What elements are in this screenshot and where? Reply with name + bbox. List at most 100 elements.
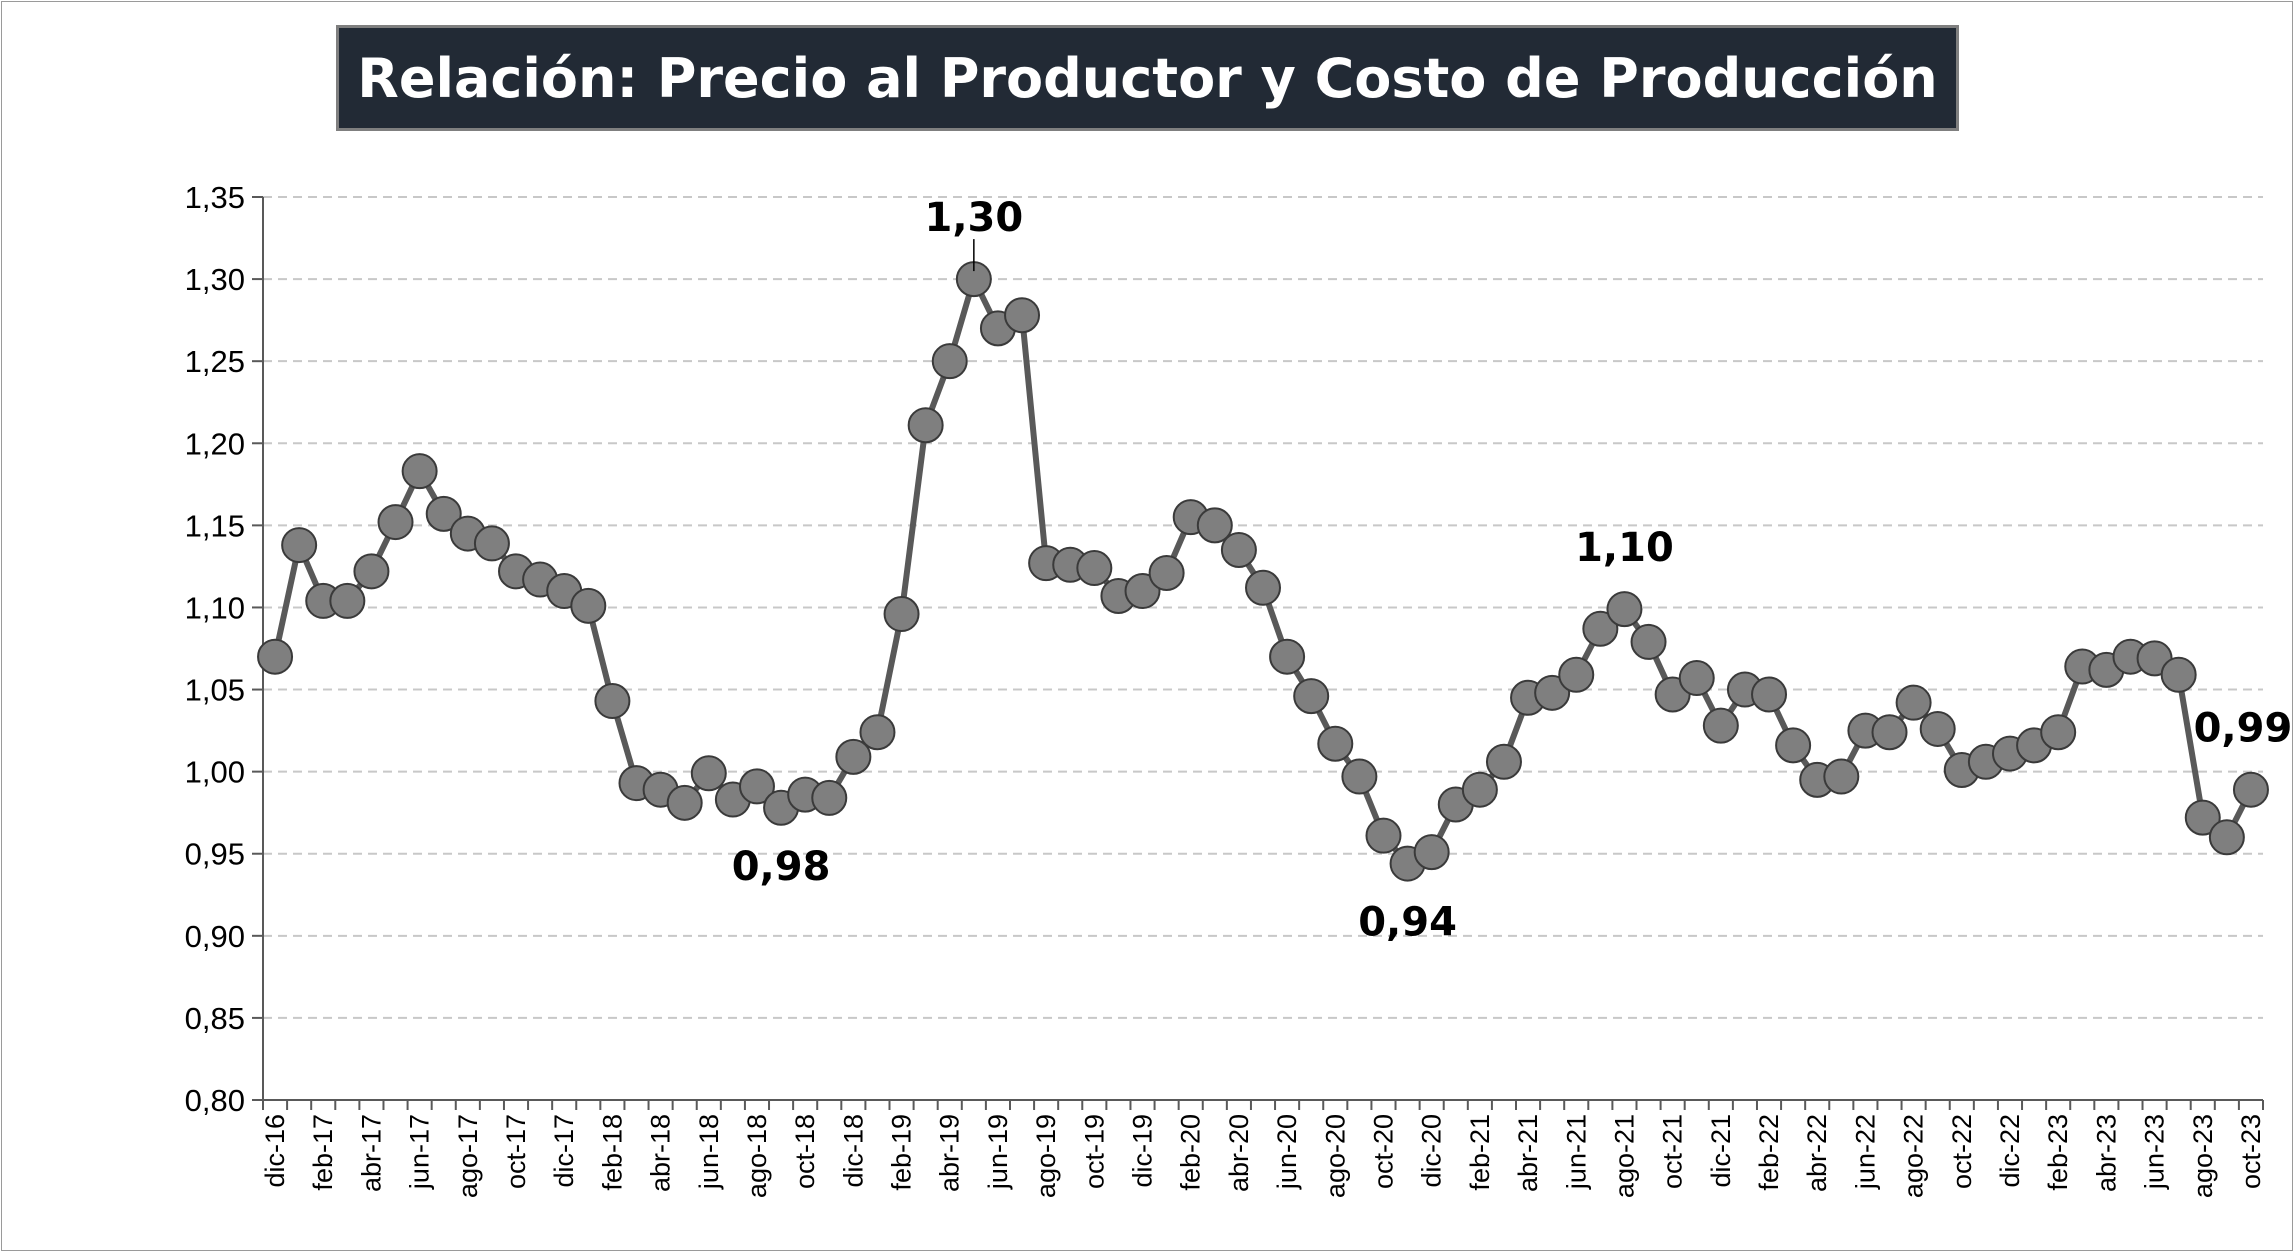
- data-point: [1196, 507, 1233, 544]
- y-tick-label: 0,95: [185, 837, 245, 872]
- x-tick-label: feb-17: [308, 1114, 338, 1191]
- x-tick-label: feb-22: [1754, 1114, 1784, 1191]
- x-tick-label: jun-17: [405, 1114, 435, 1190]
- data-point: [1485, 743, 1522, 780]
- chart-title-box: Relación: Precio al Productor y Costo de…: [336, 25, 1959, 131]
- data-label: 1,10: [1575, 525, 1674, 571]
- data-point: [353, 553, 390, 590]
- data-point: [401, 453, 438, 490]
- x-tick-label: abr-19: [935, 1114, 965, 1192]
- x-tick-label: oct-17: [501, 1114, 531, 1189]
- data-point: [1076, 550, 1113, 587]
- data-label: 0,98: [732, 844, 831, 890]
- data-point: [2040, 714, 2077, 751]
- data-point: [1751, 676, 1788, 713]
- data-point: [1702, 707, 1739, 744]
- x-tick-label: abr-23: [2091, 1114, 2121, 1192]
- data-point: [1220, 531, 1257, 568]
- y-tick-label: 0,80: [185, 1083, 245, 1118]
- x-tick-label: abr-17: [356, 1114, 386, 1192]
- chart-title: Relación: Precio al Productor y Costo de…: [357, 46, 1938, 110]
- x-tick-label: jun-20: [1272, 1114, 1302, 1190]
- x-tick-label: oct-22: [1947, 1114, 1977, 1189]
- x-tick-label: oct-18: [790, 1114, 820, 1189]
- data-label: 0,99: [2194, 706, 2293, 752]
- data-point: [1823, 758, 1860, 795]
- x-tick-label: dic-16: [260, 1114, 290, 1188]
- gridlines: [263, 196, 2263, 1019]
- data-point: [2184, 799, 2221, 836]
- x-tick-label: feb-18: [597, 1114, 627, 1191]
- x-tick-label: dic-22: [1995, 1114, 2025, 1188]
- y-tick-label: 0,90: [185, 919, 245, 954]
- x-tick-label: abr-22: [1802, 1114, 1832, 1192]
- data-point: [907, 407, 944, 444]
- data-labels: 1,30 0,98 0,94 1,10 0,99: [732, 195, 2293, 945]
- data-point: [1269, 638, 1306, 675]
- x-tick-label: oct-21: [1658, 1114, 1688, 1189]
- y-tick-label: 0,85: [185, 1001, 245, 1036]
- data-point: [1245, 569, 1281, 606]
- x-tick-label: feb-19: [887, 1114, 917, 1191]
- data-point: [1534, 674, 1571, 711]
- data-point: [2208, 819, 2245, 856]
- x-tick-label: jun-22: [1850, 1114, 1880, 1190]
- x-tick-label: feb-20: [1176, 1114, 1206, 1191]
- x-tick-label: ago-19: [1031, 1114, 1061, 1198]
- data-point: [883, 596, 920, 633]
- x-tick-label: jun-19: [983, 1114, 1013, 1190]
- y-tick-label: 1,00: [185, 755, 245, 790]
- data-point: [738, 768, 775, 805]
- x-tick-label: dic-20: [1417, 1114, 1447, 1188]
- x-tick-label: dic-19: [1128, 1114, 1158, 1188]
- data-point: [1871, 714, 1908, 751]
- data-point: [257, 638, 294, 675]
- data-point: [1895, 684, 1932, 721]
- x-tick-label: oct-19: [1079, 1114, 1109, 1189]
- data-point: [1124, 573, 1161, 610]
- y-tick-label: 1,30: [185, 262, 245, 297]
- data-point: [1461, 771, 1498, 808]
- data-point: [1365, 817, 1402, 854]
- data-point: [2160, 656, 2197, 693]
- data-point: [1293, 678, 1330, 715]
- data-point: [425, 495, 462, 532]
- y-tick-label: 1,25: [185, 344, 245, 379]
- data-point: [2232, 771, 2269, 808]
- data-point: [473, 525, 510, 562]
- data-point: [1606, 591, 1643, 628]
- data-label: 1,30: [924, 195, 1023, 241]
- data-point: [1558, 656, 1595, 693]
- x-tick-label: abr-20: [1224, 1114, 1254, 1192]
- x-tick-label: abr-18: [646, 1114, 676, 1192]
- x-tick-label: ago-18: [742, 1114, 772, 1198]
- data-point: [281, 527, 318, 564]
- x-tick-label: feb-21: [1465, 1114, 1495, 1191]
- data-point: [1004, 297, 1041, 334]
- data-point: [1582, 610, 1619, 647]
- y-tick-label: 1,05: [185, 673, 245, 708]
- data-point: [1630, 623, 1667, 660]
- data-point: [835, 738, 872, 775]
- data-point: [859, 714, 896, 751]
- x-tick-label: ago-21: [1609, 1114, 1639, 1198]
- x-tick-label: dic-18: [838, 1114, 868, 1188]
- x-tick-label: jun-23: [2140, 1114, 2170, 1190]
- data-point: [811, 779, 848, 816]
- x-tick-label: ago-20: [1320, 1114, 1350, 1198]
- x-tick-label: ago-23: [2188, 1114, 2218, 1198]
- data-point: [1678, 660, 1715, 697]
- y-tick-label: 1,35: [185, 180, 245, 215]
- data-point: [1148, 554, 1185, 591]
- data-point: [1413, 834, 1450, 871]
- data-point: [377, 504, 414, 541]
- x-tick-label: abr-21: [1513, 1114, 1543, 1192]
- data-point: [666, 784, 703, 821]
- x-tick-label: dic-17: [549, 1114, 579, 1188]
- data-label: 0,94: [1358, 900, 1457, 946]
- y-tick-label: 1,15: [185, 508, 245, 543]
- data-point: [690, 755, 727, 792]
- axes: 0,80 0,85 0,90 0,95 1,00 1,05 1,10 1,15 1,20 1,25…: [185, 180, 2266, 1198]
- x-tick-label: ago-22: [1899, 1114, 1929, 1198]
